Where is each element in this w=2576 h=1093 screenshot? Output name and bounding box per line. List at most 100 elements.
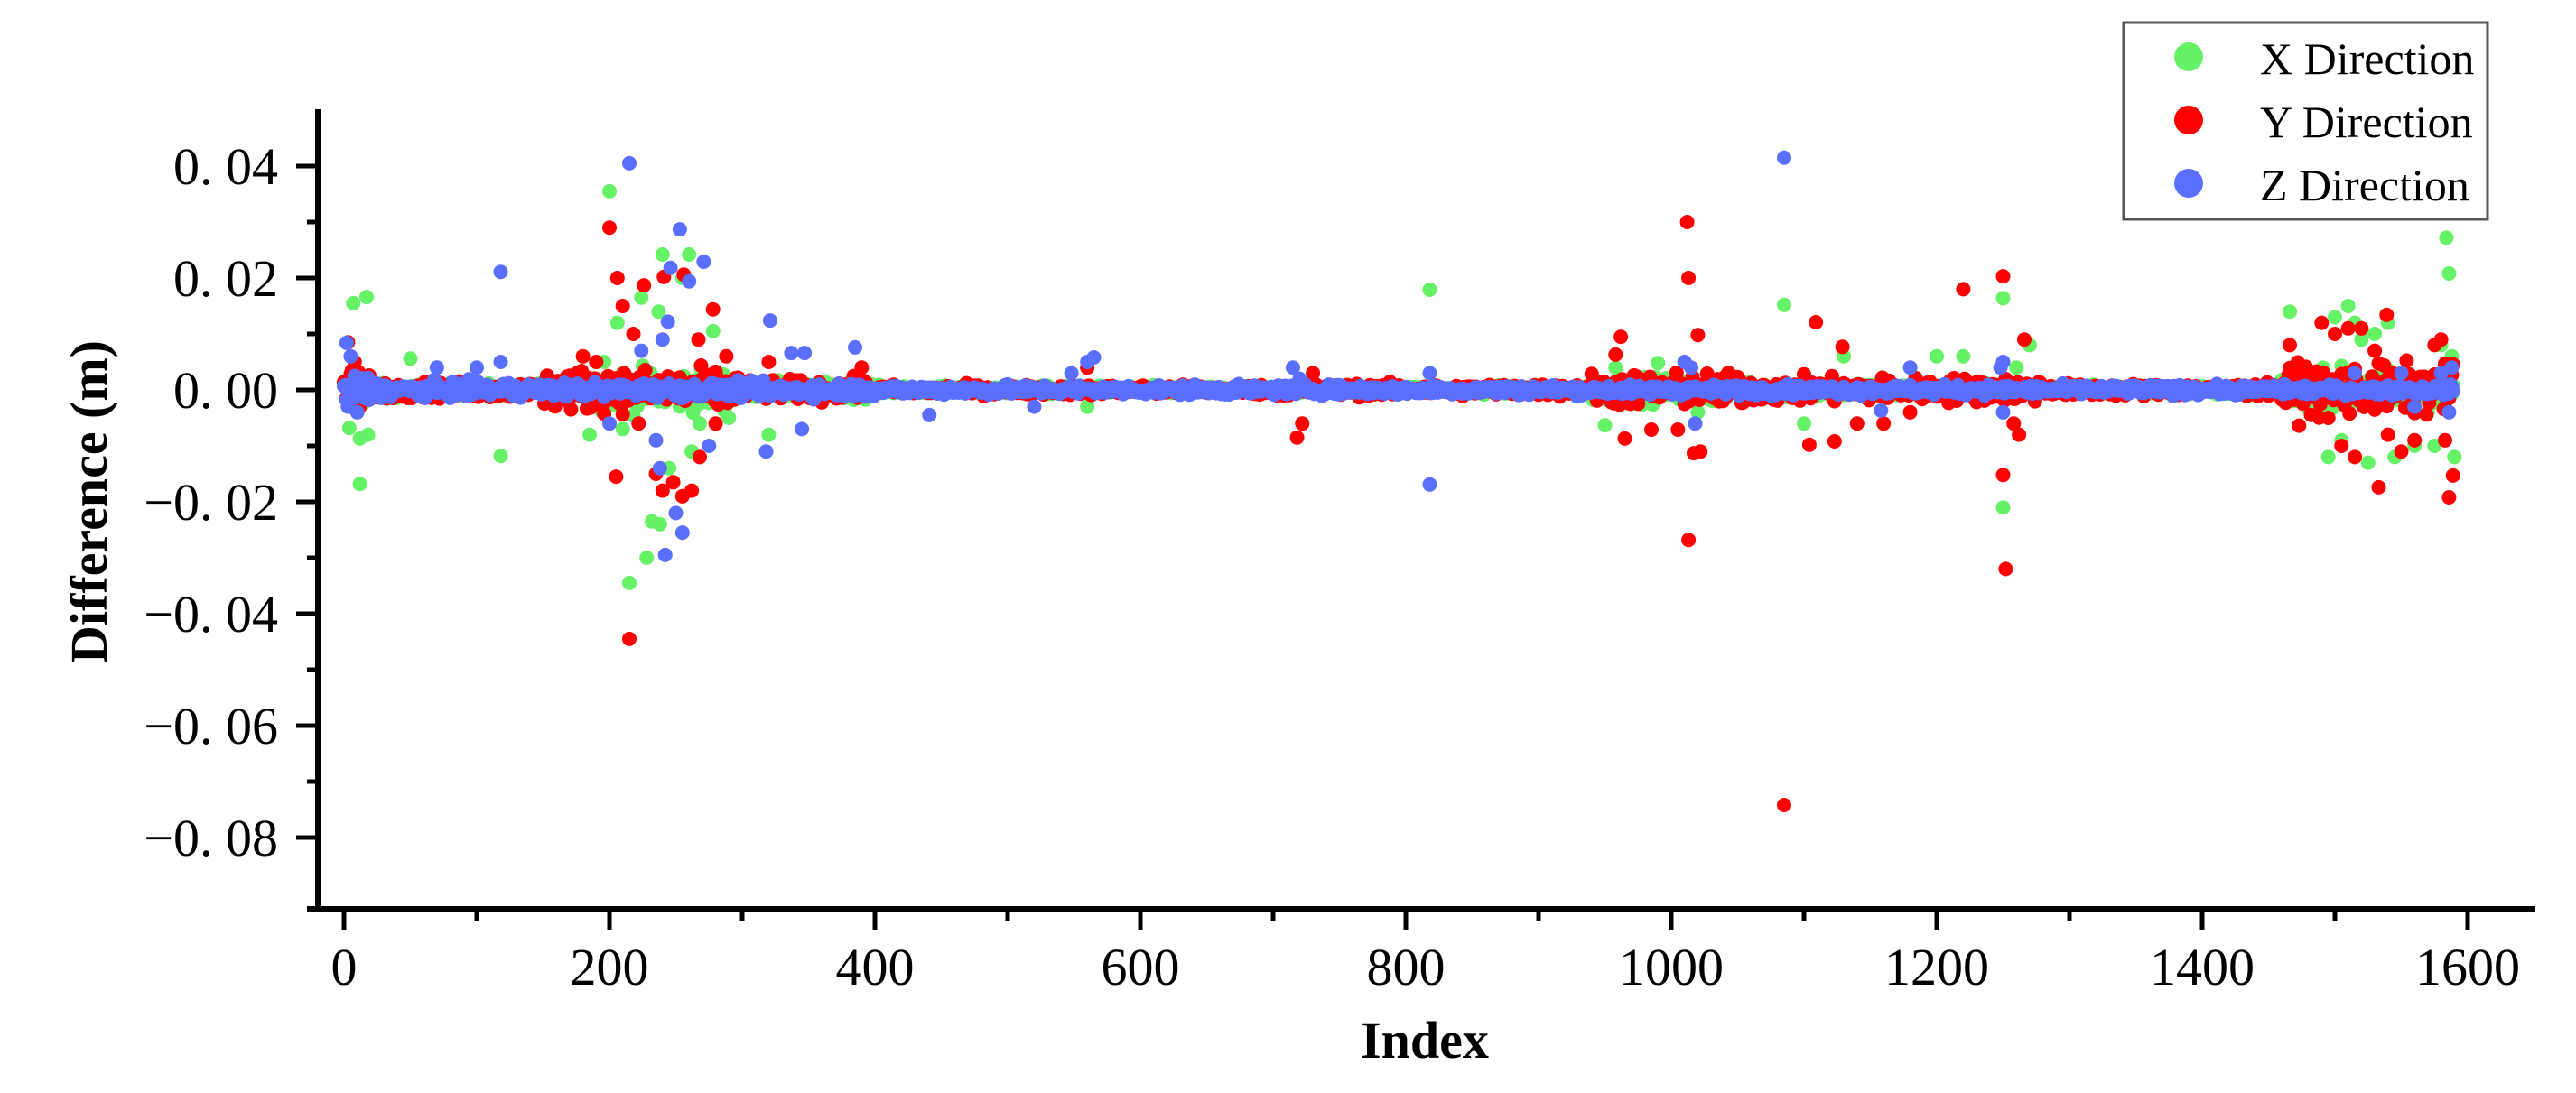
data-point [2407,433,2422,448]
data-point [1598,418,1613,432]
data-point [1998,561,2013,576]
data-point [2361,456,2376,470]
y-tick-label: −0. 02 [144,473,278,532]
data-point [693,416,707,431]
data-point [761,355,776,369]
data-point [2447,449,2461,464]
data-point [1681,533,1696,547]
data-point [2438,433,2452,448]
data-point [622,576,637,590]
data-point [2372,480,2386,495]
data-point [706,302,721,317]
data-point [2283,304,2297,319]
data-point [684,484,699,498]
data-point [1651,356,1665,370]
data-point [2314,316,2329,330]
data-point [1836,339,1850,354]
data-point [2434,332,2449,347]
data-point [1996,291,2011,305]
data-point [616,299,630,313]
data-point [1680,215,1695,229]
data-point [1644,422,1659,437]
data-point [2328,327,2342,341]
data-point [2444,360,2459,375]
data-point [610,271,625,285]
x-tick-label: 1000 [1619,938,1724,996]
data-point [1290,431,1305,445]
legend-label-x: X Direction [2260,33,2474,84]
data-point [2367,344,2382,358]
data-point [2012,428,2026,442]
data-point [1693,444,1707,459]
data-point [1956,349,1970,364]
data-point [797,346,812,360]
data-point [1423,366,1437,380]
x-tick-label: 1600 [2415,938,2520,996]
data-point [2341,299,2356,313]
y-tick-label: −0. 08 [144,809,278,867]
data-point [2395,444,2409,459]
data-point [675,525,690,540]
data-point [627,327,641,341]
legend-label-z: Z Direction [2260,160,2469,210]
data-point [656,332,670,347]
data-point [1956,282,1970,296]
data-point [2283,338,2297,352]
x-tick-label: 200 [571,938,649,996]
axes: 0. 040. 020. 00−0. 02−0. 04−0. 06−0. 08 … [144,109,2535,996]
data-point [2441,405,2456,420]
data-point [661,314,675,329]
data-point [1802,438,1817,452]
data-point [2354,321,2368,336]
data-point [1690,328,1705,342]
data-point [359,290,374,304]
data-point [576,349,591,364]
data-point [1681,271,1696,285]
data-point [1827,434,1842,449]
y-axis-title: Difference (m) [60,340,118,663]
x-axis-title: Index [1361,1011,1489,1070]
data-point [1797,416,1811,431]
y-tick-label: −0. 06 [144,697,278,755]
data-point [602,416,617,431]
data-point [1065,366,1079,380]
data-point [2348,449,2362,464]
data-point [702,439,716,453]
data-point [1670,422,1685,437]
data-point [664,261,678,275]
data-point [634,291,648,305]
data-point [589,355,603,369]
data-point [430,360,444,375]
data-point [1295,416,1309,431]
data-point [1996,468,2011,482]
data-point [2381,428,2395,442]
data-point [2321,449,2336,464]
data-point [1777,151,1791,165]
data-point [2441,490,2456,505]
data-point [658,548,673,562]
legend-marker-x [2174,42,2203,71]
y-tick-label: 0. 02 [173,249,278,308]
data-point [1777,298,1791,312]
data-point [2367,327,2382,341]
data-point [1618,431,1632,446]
legend-marker-y [2174,106,2203,134]
data-point [1874,403,1888,418]
data-point [494,264,508,279]
data-point [1903,360,1918,375]
data-point [2017,332,2032,347]
data-point [343,349,358,364]
data-point [1996,269,2011,283]
data-point [361,428,376,442]
data-point [1027,400,1041,414]
data-point [2348,366,2362,380]
data-point [1777,798,1791,812]
data-point [1684,360,1698,375]
data-point [1688,416,1703,431]
data-point [616,421,630,436]
data-point [1087,350,1102,365]
data-point [666,475,681,489]
data-point [2009,360,2023,375]
data-point [763,313,777,328]
